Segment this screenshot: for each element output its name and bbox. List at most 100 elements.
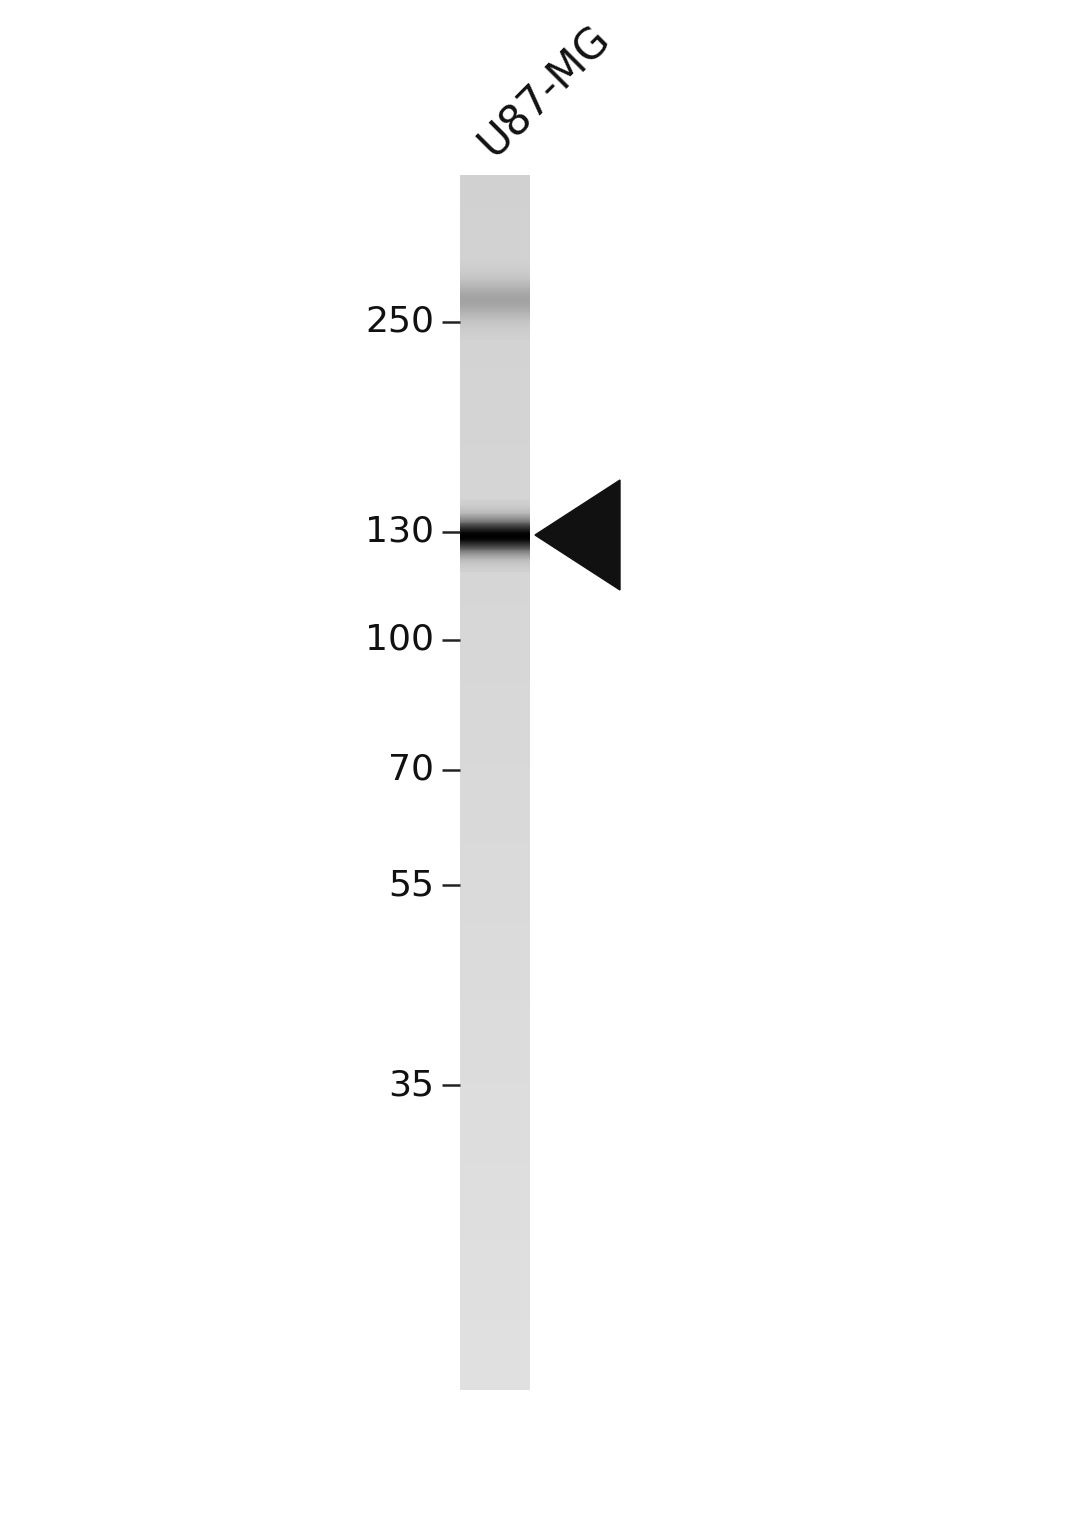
Bar <box>460 1373 530 1378</box>
Bar <box>460 1131 530 1135</box>
Bar <box>460 267 530 268</box>
Bar <box>460 835 530 840</box>
Bar <box>460 1055 530 1058</box>
Bar <box>460 1119 530 1123</box>
Bar <box>460 1382 530 1385</box>
Bar <box>460 767 530 770</box>
Bar <box>460 657 530 661</box>
Bar <box>460 689 530 693</box>
Bar <box>460 1334 530 1338</box>
Bar <box>460 786 530 791</box>
Bar <box>460 293 530 297</box>
Bar <box>460 710 530 713</box>
Bar <box>460 274 530 276</box>
Bar <box>460 261 530 264</box>
Bar <box>460 463 530 466</box>
Bar <box>460 1163 530 1167</box>
Bar <box>460 544 530 547</box>
Bar <box>460 268 530 270</box>
Bar <box>460 556 530 559</box>
Bar <box>460 806 530 811</box>
Bar <box>460 325 530 329</box>
Bar <box>460 264 530 267</box>
Bar <box>460 1204 530 1207</box>
Bar <box>460 1244 530 1248</box>
Bar <box>460 1102 530 1106</box>
Bar <box>460 1148 530 1151</box>
Bar <box>460 1280 530 1285</box>
Bar <box>460 312 530 317</box>
Bar <box>460 1353 530 1358</box>
Bar <box>460 317 530 320</box>
Bar <box>460 515 530 520</box>
Bar <box>460 349 530 354</box>
Bar <box>460 486 530 491</box>
Bar <box>460 1006 530 1009</box>
Bar <box>460 306 530 308</box>
Bar <box>460 273 530 276</box>
Bar <box>460 1058 530 1062</box>
Bar <box>460 378 530 381</box>
Bar <box>460 1111 530 1114</box>
Bar <box>460 1268 530 1273</box>
Bar <box>460 474 530 479</box>
Bar <box>460 1341 530 1346</box>
Bar <box>460 483 530 486</box>
Bar <box>460 262 530 264</box>
Bar <box>460 280 530 285</box>
Text: 130: 130 <box>366 515 434 549</box>
Bar <box>460 300 530 302</box>
Bar <box>460 288 530 293</box>
Text: 70: 70 <box>388 753 434 786</box>
Polygon shape <box>535 480 620 590</box>
Bar <box>460 994 530 997</box>
Bar <box>460 608 530 613</box>
Bar <box>460 722 530 725</box>
Bar <box>460 552 530 556</box>
Bar <box>460 645 530 649</box>
Bar <box>460 523 530 527</box>
Bar <box>460 329 530 332</box>
Bar <box>460 888 530 892</box>
Bar <box>460 1090 530 1094</box>
Bar <box>460 187 530 190</box>
Bar <box>460 256 530 261</box>
Bar <box>460 747 530 750</box>
Bar <box>460 302 530 303</box>
Bar <box>460 911 530 916</box>
Bar <box>460 791 530 794</box>
Bar <box>460 750 530 754</box>
Bar <box>460 596 530 600</box>
Bar <box>460 1260 530 1265</box>
Bar <box>460 532 530 535</box>
Bar <box>460 1256 530 1260</box>
Bar <box>460 1346 530 1349</box>
Bar <box>460 620 530 625</box>
Bar <box>460 1123 530 1126</box>
Bar <box>460 341 530 344</box>
Bar <box>460 892 530 896</box>
Bar <box>460 369 530 373</box>
Bar <box>460 325 530 326</box>
Bar <box>460 933 530 936</box>
Bar <box>460 985 530 989</box>
Bar <box>460 1187 530 1192</box>
Bar <box>460 332 530 334</box>
Bar <box>460 418 530 422</box>
Bar <box>460 896 530 901</box>
Bar <box>460 332 530 337</box>
Bar <box>460 1236 530 1241</box>
Bar <box>460 331 530 332</box>
Bar <box>460 1329 530 1334</box>
Bar <box>460 840 530 843</box>
Bar <box>460 799 530 803</box>
Bar <box>460 1038 530 1042</box>
Bar <box>460 852 530 855</box>
Bar <box>460 843 530 847</box>
Bar <box>460 1114 530 1119</box>
Bar <box>460 972 530 977</box>
Bar <box>460 232 530 236</box>
Bar <box>460 498 530 503</box>
Bar <box>460 1099 530 1102</box>
Bar <box>460 410 530 415</box>
